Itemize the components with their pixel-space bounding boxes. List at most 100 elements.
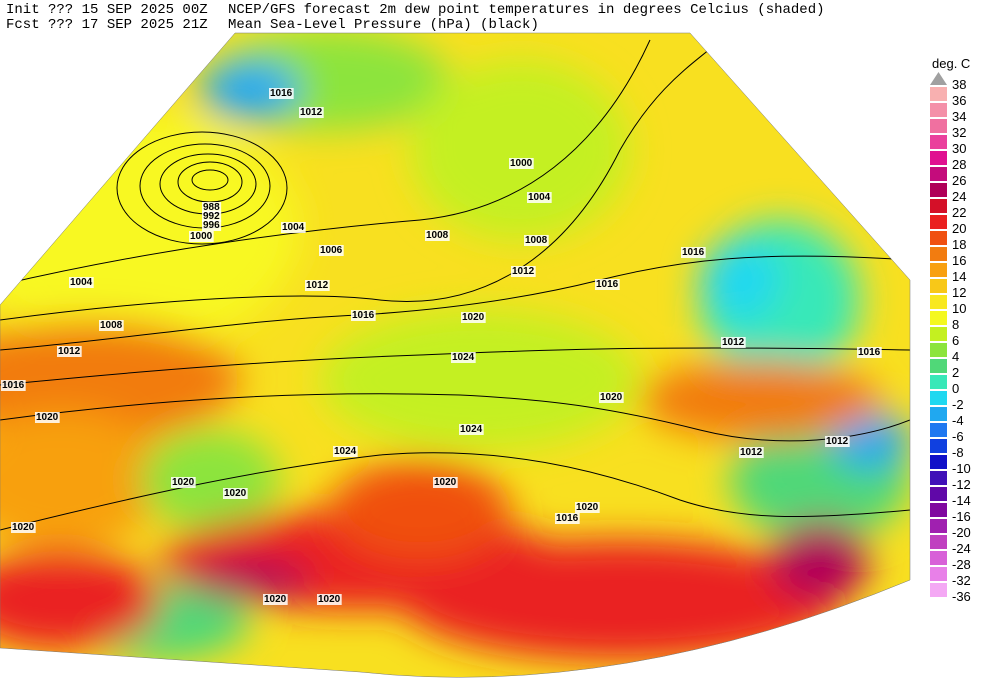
label-box <box>202 220 222 231</box>
label-box <box>351 310 376 321</box>
legend-label: -4 <box>952 413 964 428</box>
isobar-label: 1008 <box>525 235 548 246</box>
label-box <box>555 513 580 524</box>
label-box <box>825 436 850 447</box>
label-box <box>263 594 288 605</box>
label-box <box>223 488 248 499</box>
isobar-label: 1020 <box>12 522 35 533</box>
legend-swatch <box>930 535 947 549</box>
label-box <box>739 447 764 458</box>
legend-swatch <box>930 439 947 453</box>
legend-swatch <box>930 567 947 581</box>
legend-label: -14 <box>952 493 971 508</box>
isobar-label: 1000 <box>510 158 533 169</box>
label-box <box>595 279 620 290</box>
legend-swatch <box>930 375 947 389</box>
isobar-label: 1016 <box>270 88 293 99</box>
label-box <box>511 266 536 277</box>
legend-label: 16 <box>952 253 966 268</box>
legend-label: 0 <box>952 381 959 396</box>
legend-swatch <box>930 423 947 437</box>
label-box <box>425 230 450 241</box>
legend-swatch <box>930 551 947 565</box>
legend-label: 22 <box>952 205 966 220</box>
legend-swatch <box>930 503 947 517</box>
legend-swatch <box>930 199 947 213</box>
legend-swatch <box>930 247 947 261</box>
legend-swatch <box>930 519 947 533</box>
isobar-label: 1016 <box>352 310 375 321</box>
isobar-label: 1020 <box>264 594 287 605</box>
label-box <box>269 88 294 99</box>
label-box <box>11 522 36 533</box>
legend-swatch <box>930 295 947 309</box>
legend-label: -12 <box>952 477 971 492</box>
legend-triangle <box>930 72 947 85</box>
isobar-label: 1020 <box>318 594 341 605</box>
isobar-label: 1012 <box>306 280 329 291</box>
label-box <box>461 312 486 323</box>
legend-swatch <box>930 151 947 165</box>
legend-swatch <box>930 263 947 277</box>
legend-swatch <box>930 103 947 117</box>
label-box <box>599 392 624 403</box>
legend-label: 12 <box>952 285 966 300</box>
isobar-label: 1012 <box>740 447 763 458</box>
label-box <box>527 192 552 203</box>
isobar-label: 1008 <box>426 230 449 241</box>
label-box <box>681 247 706 258</box>
label-box <box>202 211 222 222</box>
isobar-labels: 1016 1012 988 992 996 1000 1004 1004 100… <box>1 88 882 605</box>
legend-swatch <box>930 327 947 341</box>
label-box <box>333 446 358 457</box>
isobar-label: 988 <box>203 202 220 213</box>
legend-label: 26 <box>952 173 966 188</box>
label-box <box>189 231 214 242</box>
isobar-label: 1012 <box>300 107 323 118</box>
map-title: NCEP/GFS forecast 2m dew point temperatu… <box>228 2 825 18</box>
legend-swatch <box>930 471 947 485</box>
label-box <box>57 346 82 357</box>
isobar-label: 1012 <box>58 346 81 357</box>
legend: 38363432302826242220181614121086420-2-4-… <box>930 72 971 604</box>
legend-swatch <box>930 455 947 469</box>
legend-label: -24 <box>952 541 971 556</box>
isobar-label: 1016 <box>556 513 579 524</box>
label-box <box>509 158 534 169</box>
label-box <box>99 320 124 331</box>
isobar-label: 1020 <box>462 312 485 323</box>
label-box <box>35 412 60 423</box>
isobar-label: 1020 <box>224 488 247 499</box>
forecast-time: Fcst ??? 17 SEP 2025 21Z <box>6 17 208 33</box>
legend-swatch <box>930 231 947 245</box>
legend-label: -20 <box>952 525 971 540</box>
legend-label: 38 <box>952 77 966 92</box>
isobar-label: 1012 <box>512 266 535 277</box>
label-box <box>575 502 600 513</box>
legend-swatch <box>930 135 947 149</box>
label-box <box>1 380 26 391</box>
isobar-label: 1004 <box>282 222 305 233</box>
isobar-label: 992 <box>203 211 220 222</box>
legend-label: 6 <box>952 333 959 348</box>
label-box <box>459 424 484 435</box>
isobar-label: 1024 <box>452 352 475 363</box>
legend-swatch <box>930 119 947 133</box>
legend-label: 18 <box>952 237 966 252</box>
label-box <box>171 477 196 488</box>
label-box <box>281 222 306 233</box>
isobar-label: 1020 <box>36 412 59 423</box>
legend-label: -16 <box>952 509 971 524</box>
isobar-label: 1016 <box>596 279 619 290</box>
label-box <box>319 245 344 256</box>
label-box <box>299 107 324 118</box>
isobar-label: 1024 <box>460 424 483 435</box>
legend-label: 20 <box>952 221 966 236</box>
label-box <box>317 594 342 605</box>
isobar-label: 1000 <box>190 231 213 242</box>
label-box <box>305 280 330 291</box>
legend-label: 34 <box>952 109 966 124</box>
isobar-label: 1020 <box>434 477 457 488</box>
legend-label: -8 <box>952 445 964 460</box>
isobar-label: 1016 <box>682 247 705 258</box>
